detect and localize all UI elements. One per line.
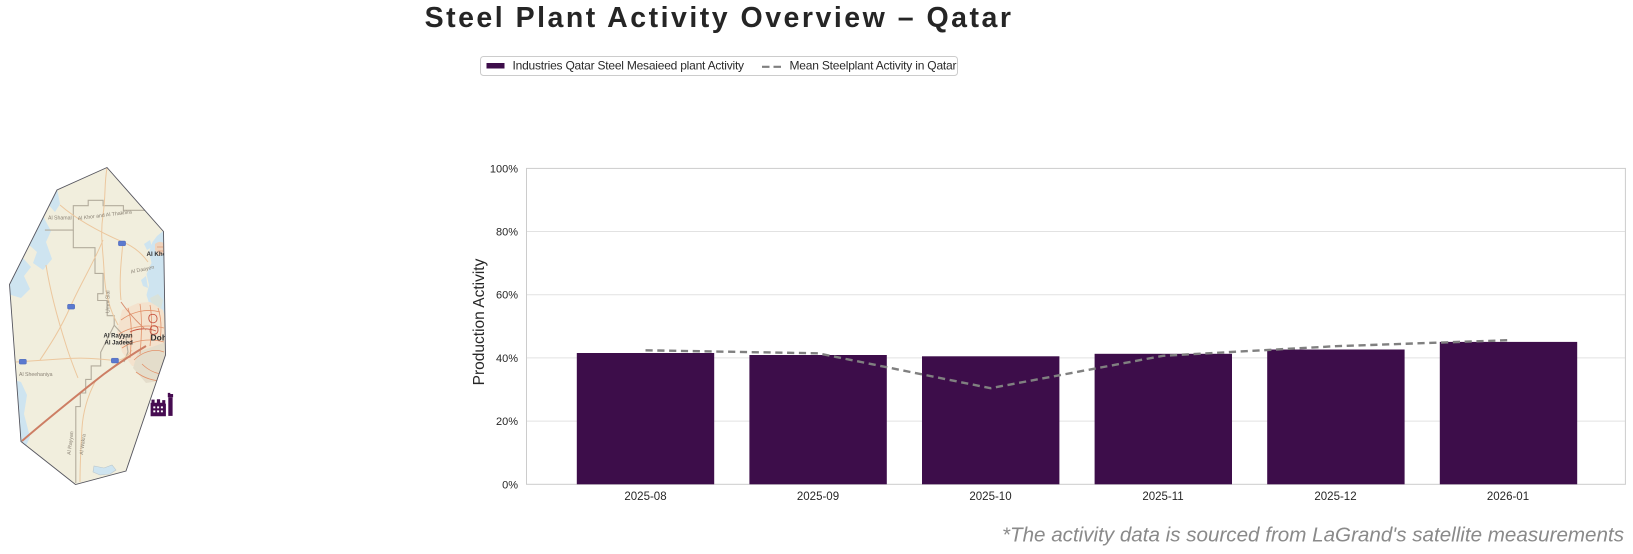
svg-text:80%: 80% <box>496 227 518 239</box>
svg-text:Al Daayen: Al Daayen <box>130 265 155 276</box>
svg-text:Steel Plant Activity Overview: Steel Plant Activity Overview – Qatar <box>425 2 1014 34</box>
svg-text:Al Khor: Al Khor <box>147 251 170 258</box>
svg-text:2025-11: 2025-11 <box>1142 491 1183 503</box>
svg-text:Mean Steelplant Activity in Qa: Mean Steelplant Activity in Qatar <box>790 59 957 73</box>
svg-text:2025-09: 2025-09 <box>797 491 839 503</box>
svg-text:*The activity data is sourced: *The activity data is sourced from LaGra… <box>1002 524 1624 547</box>
svg-text:Al Jadeed: Al Jadeed <box>105 341 134 347</box>
svg-text:Doha: Doha <box>151 333 173 343</box>
svg-text:Al Rayyan: Al Rayyan <box>67 431 76 455</box>
svg-text:2026-01: 2026-01 <box>1487 491 1529 503</box>
svg-text:60%: 60% <box>496 290 518 302</box>
svg-text:2025-08: 2025-08 <box>624 491 666 503</box>
svg-text:Production Activity: Production Activity <box>471 258 488 385</box>
svg-text:40%: 40% <box>496 353 518 365</box>
svg-text:Umm Slal: Umm Slal <box>106 291 112 313</box>
svg-text:Al Shamal: Al Shamal <box>48 216 72 222</box>
svg-text:100%: 100% <box>490 163 518 175</box>
svg-text:Al Wakra: Al Wakra <box>79 434 88 456</box>
svg-text:Al Rayyan: Al Rayyan <box>104 334 133 340</box>
svg-text:2025-10: 2025-10 <box>969 491 1011 503</box>
svg-text:0%: 0% <box>502 479 518 491</box>
svg-text:20%: 20% <box>496 416 518 428</box>
svg-text:2025-12: 2025-12 <box>1314 491 1356 503</box>
svg-text:Industries Qatar Steel Mesaiee: Industries Qatar Steel Mesaieed plant Ac… <box>513 59 745 73</box>
svg-text:Al Sheehaniya: Al Sheehaniya <box>19 372 53 378</box>
